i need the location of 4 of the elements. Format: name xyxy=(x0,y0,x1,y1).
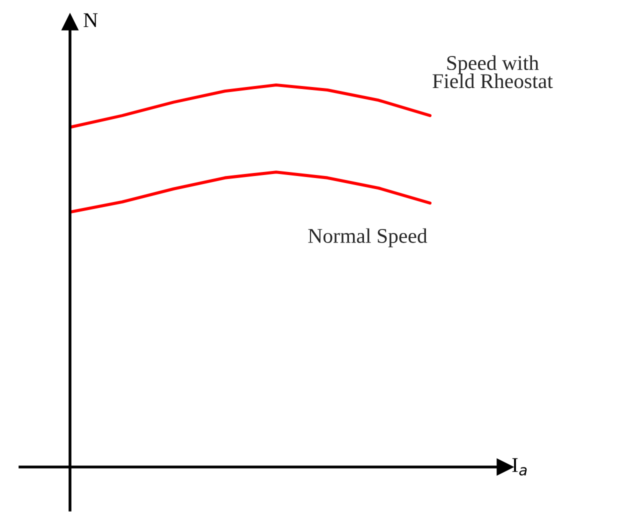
x-axis-title: I$_{a}$ xyxy=(512,458,527,476)
y-axis-title: N xyxy=(84,13,98,28)
series-label: Normal Speed xyxy=(308,228,428,248)
series-label: Speed with Field Rheostat xyxy=(432,55,553,88)
